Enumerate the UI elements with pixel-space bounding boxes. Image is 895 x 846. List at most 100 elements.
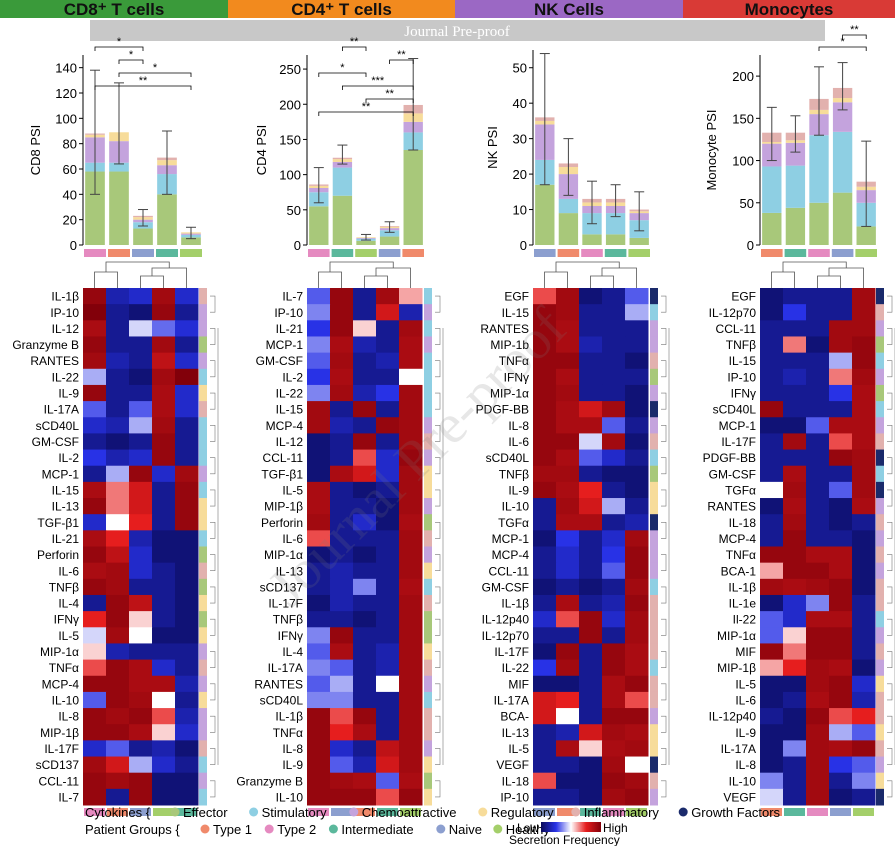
heatmap-cell — [579, 675, 603, 693]
heatmap-cell — [760, 756, 784, 774]
heatmap-cell — [353, 562, 377, 580]
heatmap-cell — [533, 352, 557, 370]
heatmap-row-label: GM-CSF — [482, 580, 529, 594]
heatmap-cell — [806, 675, 830, 693]
heatmap-cell — [353, 449, 377, 467]
heatmap-cell — [533, 594, 557, 612]
y-tick-label: 30 — [513, 132, 527, 147]
dendro-branch — [94, 271, 118, 288]
heatmap-cell — [602, 514, 626, 531]
heatmap-row-label: EGF — [731, 290, 756, 304]
heatmap-cell — [175, 352, 199, 370]
heatmap-cell — [307, 611, 331, 628]
significance-bracket — [389, 59, 414, 64]
heatmap-cell — [152, 449, 176, 467]
heatmap-row-label: MCP-4 — [266, 419, 304, 433]
heatmap-cell — [829, 643, 853, 661]
heatmap-cell — [625, 724, 649, 741]
heatmap-cell — [556, 368, 580, 386]
heatmap-row-label: PDGF-BB — [703, 451, 756, 465]
heatmap-cell — [852, 514, 876, 531]
dendro-branch — [661, 618, 667, 636]
category-swatch — [876, 659, 884, 677]
heatmap-row-label: TGF-β1 — [261, 467, 303, 481]
header-band-1 — [228, 0, 455, 18]
heatmap-cell — [556, 433, 580, 451]
heatmap-cell — [533, 740, 557, 758]
heatmap-cell — [783, 611, 807, 628]
heatmap-cell — [129, 708, 153, 725]
category-swatch — [199, 772, 207, 790]
heatmap-row-label: TGF-β1 — [37, 516, 79, 530]
heatmap-cell — [625, 368, 649, 386]
heatmap-cell — [129, 433, 153, 451]
heatmap-cell — [760, 740, 784, 758]
heatmap-cell — [152, 578, 176, 596]
heatmap-row-label: CCL-11 — [489, 564, 530, 578]
heatmap-cell — [625, 611, 649, 628]
heatmap-cell — [106, 627, 130, 644]
dendro-branch — [661, 683, 667, 701]
heatmap-row-label: IL-22 — [276, 387, 304, 401]
heatmap-cell — [852, 724, 876, 741]
y-tick-label: 150 — [732, 111, 754, 126]
heatmap-cell — [399, 546, 423, 564]
heatmap-row-label: IL-17A — [721, 742, 756, 756]
heatmap-cell — [376, 594, 400, 612]
heatmap-cell — [307, 336, 331, 354]
heatmap-cell — [852, 384, 876, 402]
heatmap-row-label: IL-12p40 — [709, 710, 757, 724]
heatmap-cell — [625, 740, 649, 758]
heatmap-cell — [806, 384, 830, 402]
heatmap-cell — [83, 304, 107, 321]
heatmap-cell — [533, 401, 557, 418]
heatmap-cell — [175, 788, 199, 806]
heatmap-cell — [83, 320, 107, 337]
column-group-swatch — [580, 808, 601, 816]
category-swatch — [424, 465, 432, 483]
heatmap-cell — [533, 772, 557, 790]
heatmap-cell — [330, 627, 354, 644]
legend-item: Chemoattractive — [362, 805, 457, 820]
heatmap-cell — [175, 691, 199, 709]
heatmap-cell — [307, 627, 331, 644]
significance-bracket — [818, 46, 867, 51]
heatmap-row-label: IL-13 — [502, 726, 530, 740]
heatmap-cell — [533, 788, 557, 806]
heatmap-row-label: MIP-1β — [40, 726, 79, 740]
heatmap-cell — [852, 643, 876, 661]
dendro-branch — [435, 457, 441, 475]
heatmap-cell — [129, 401, 153, 418]
category-swatch — [199, 336, 207, 354]
heatmap-cell — [307, 578, 331, 596]
heatmap-cell — [307, 724, 331, 741]
y-tick-label: 100 — [279, 168, 301, 183]
bar-segment-effector — [181, 237, 201, 245]
category-swatch — [650, 659, 658, 677]
heatmap-cell — [376, 368, 400, 386]
heatmap-cell — [556, 659, 580, 677]
category-swatch — [424, 578, 432, 596]
heatmap-cell — [330, 288, 354, 305]
heatmap-row-label: IL-21 — [276, 322, 304, 336]
heatmap-cell — [83, 756, 107, 774]
significance-label: * — [117, 36, 122, 48]
heatmap-cell — [330, 611, 354, 628]
heatmap-cell — [602, 578, 626, 596]
heatmap-row-label: IP-10 — [500, 790, 529, 804]
heatmap-cell — [783, 336, 807, 354]
heatmap-cell — [602, 417, 626, 434]
category-swatch — [199, 691, 207, 709]
category-swatch — [424, 675, 432, 693]
heatmap-cell — [783, 724, 807, 741]
heatmap-row-label: MCP-1 — [266, 338, 304, 352]
row-dendrogram — [887, 295, 895, 798]
heatmap-cell — [533, 288, 557, 305]
heatmap-cell — [829, 498, 853, 515]
watermark-band — [90, 20, 825, 41]
heatmap-cell — [330, 691, 354, 709]
heatmap-cell — [533, 708, 557, 725]
heatmap-row-label: IL-17A — [268, 661, 303, 675]
